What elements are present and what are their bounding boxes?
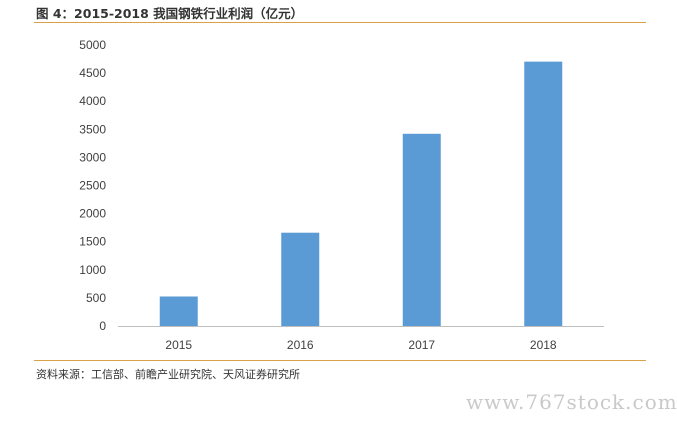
bottom-divider — [34, 360, 646, 361]
y-tick-label: 2000 — [79, 207, 106, 221]
bar-2016 — [281, 232, 320, 326]
top-divider — [34, 22, 646, 23]
figure-title: 图 4：2015-2018 我国钢铁行业利润（亿元） — [36, 6, 304, 21]
x-tick-label: 2015 — [165, 338, 192, 352]
watermark: www.767stock.com — [466, 390, 677, 414]
bar-2015 — [159, 296, 198, 326]
bar-chart: 0 500 1000 1500 2000 2500 3000 3500 4000 4500 5000… — [79, 38, 604, 352]
bar-2018 — [524, 61, 563, 327]
y-tick-label: 1000 — [79, 263, 106, 277]
y-tick-label: 500 — [86, 291, 106, 305]
x-tick-label: 2017 — [408, 338, 435, 352]
x-tick-label: 2016 — [287, 338, 314, 352]
y-tick-label: 3500 — [79, 122, 106, 136]
y-tick-label: 0 — [99, 319, 106, 333]
y-tick-label: 4000 — [79, 94, 106, 108]
y-tick-label: 5000 — [79, 38, 106, 52]
y-tick-label: 1500 — [79, 235, 106, 249]
y-tick-label: 4500 — [79, 66, 106, 80]
x-tick-label: 2018 — [530, 338, 557, 352]
y-tick-label: 3000 — [79, 150, 106, 164]
y-tick-label: 2500 — [79, 179, 106, 193]
source-note: 资料来源：工信部、前瞻产业研究院、天风证券研究所 — [36, 368, 300, 381]
bar-2017 — [402, 133, 441, 326]
